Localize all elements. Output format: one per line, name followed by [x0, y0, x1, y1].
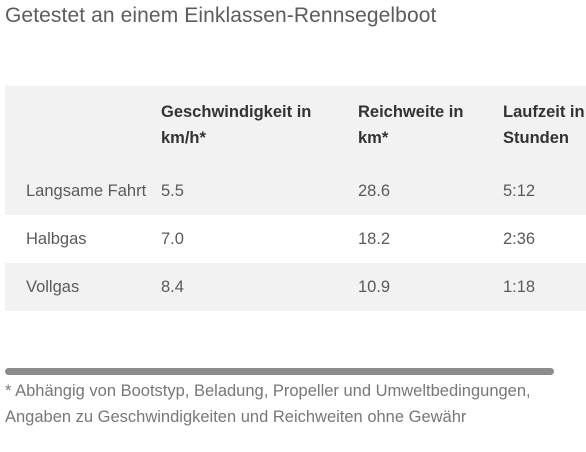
header-cell-range: Reichweite in km*: [358, 86, 503, 167]
speed-value: 7.0: [161, 215, 358, 263]
table-row: Vollgas 8.4 10.9 1:18: [5, 263, 586, 311]
page-title: Getestet an einem Einklassen-Rennsegelbo…: [5, 4, 437, 27]
spec-table: Geschwindigkeit in km/h* Reichweite in k…: [5, 86, 586, 311]
speed-value: 8.4: [161, 263, 358, 311]
header-cell-speed: Geschwindigkeit in km/h*: [161, 86, 358, 167]
table-scroll-container[interactable]: Geschwindigkeit in km/h* Reichweite in k…: [5, 86, 586, 356]
footnote: * Abhängig von Bootstyp, Beladung, Prope…: [5, 382, 531, 426]
table-header-row: Geschwindigkeit in km/h* Reichweite in k…: [5, 86, 586, 167]
row-label: Halbgas: [5, 215, 161, 263]
range-value: 10.9: [358, 263, 503, 311]
horizontal-scrollbar[interactable]: [5, 368, 554, 375]
speed-value: 5.5: [161, 167, 358, 215]
header-cell-runtime: Laufzeit in Stunden: [503, 86, 586, 167]
runtime-value: 5:12: [503, 167, 586, 215]
table-row: Halbgas 7.0 18.2 2:36: [5, 215, 586, 263]
range-value: 28.6: [358, 167, 503, 215]
scrollbar-thumb[interactable]: [5, 368, 554, 375]
row-label: Langsame Fahrt: [5, 167, 161, 215]
table-row: Langsame Fahrt 5.5 28.6 5:12: [5, 167, 586, 215]
runtime-value: 2:36: [503, 215, 586, 263]
row-label: Vollgas: [5, 263, 161, 311]
header-cell-empty: [5, 86, 161, 167]
runtime-value: 1:18: [503, 263, 586, 311]
range-value: 18.2: [358, 215, 503, 263]
